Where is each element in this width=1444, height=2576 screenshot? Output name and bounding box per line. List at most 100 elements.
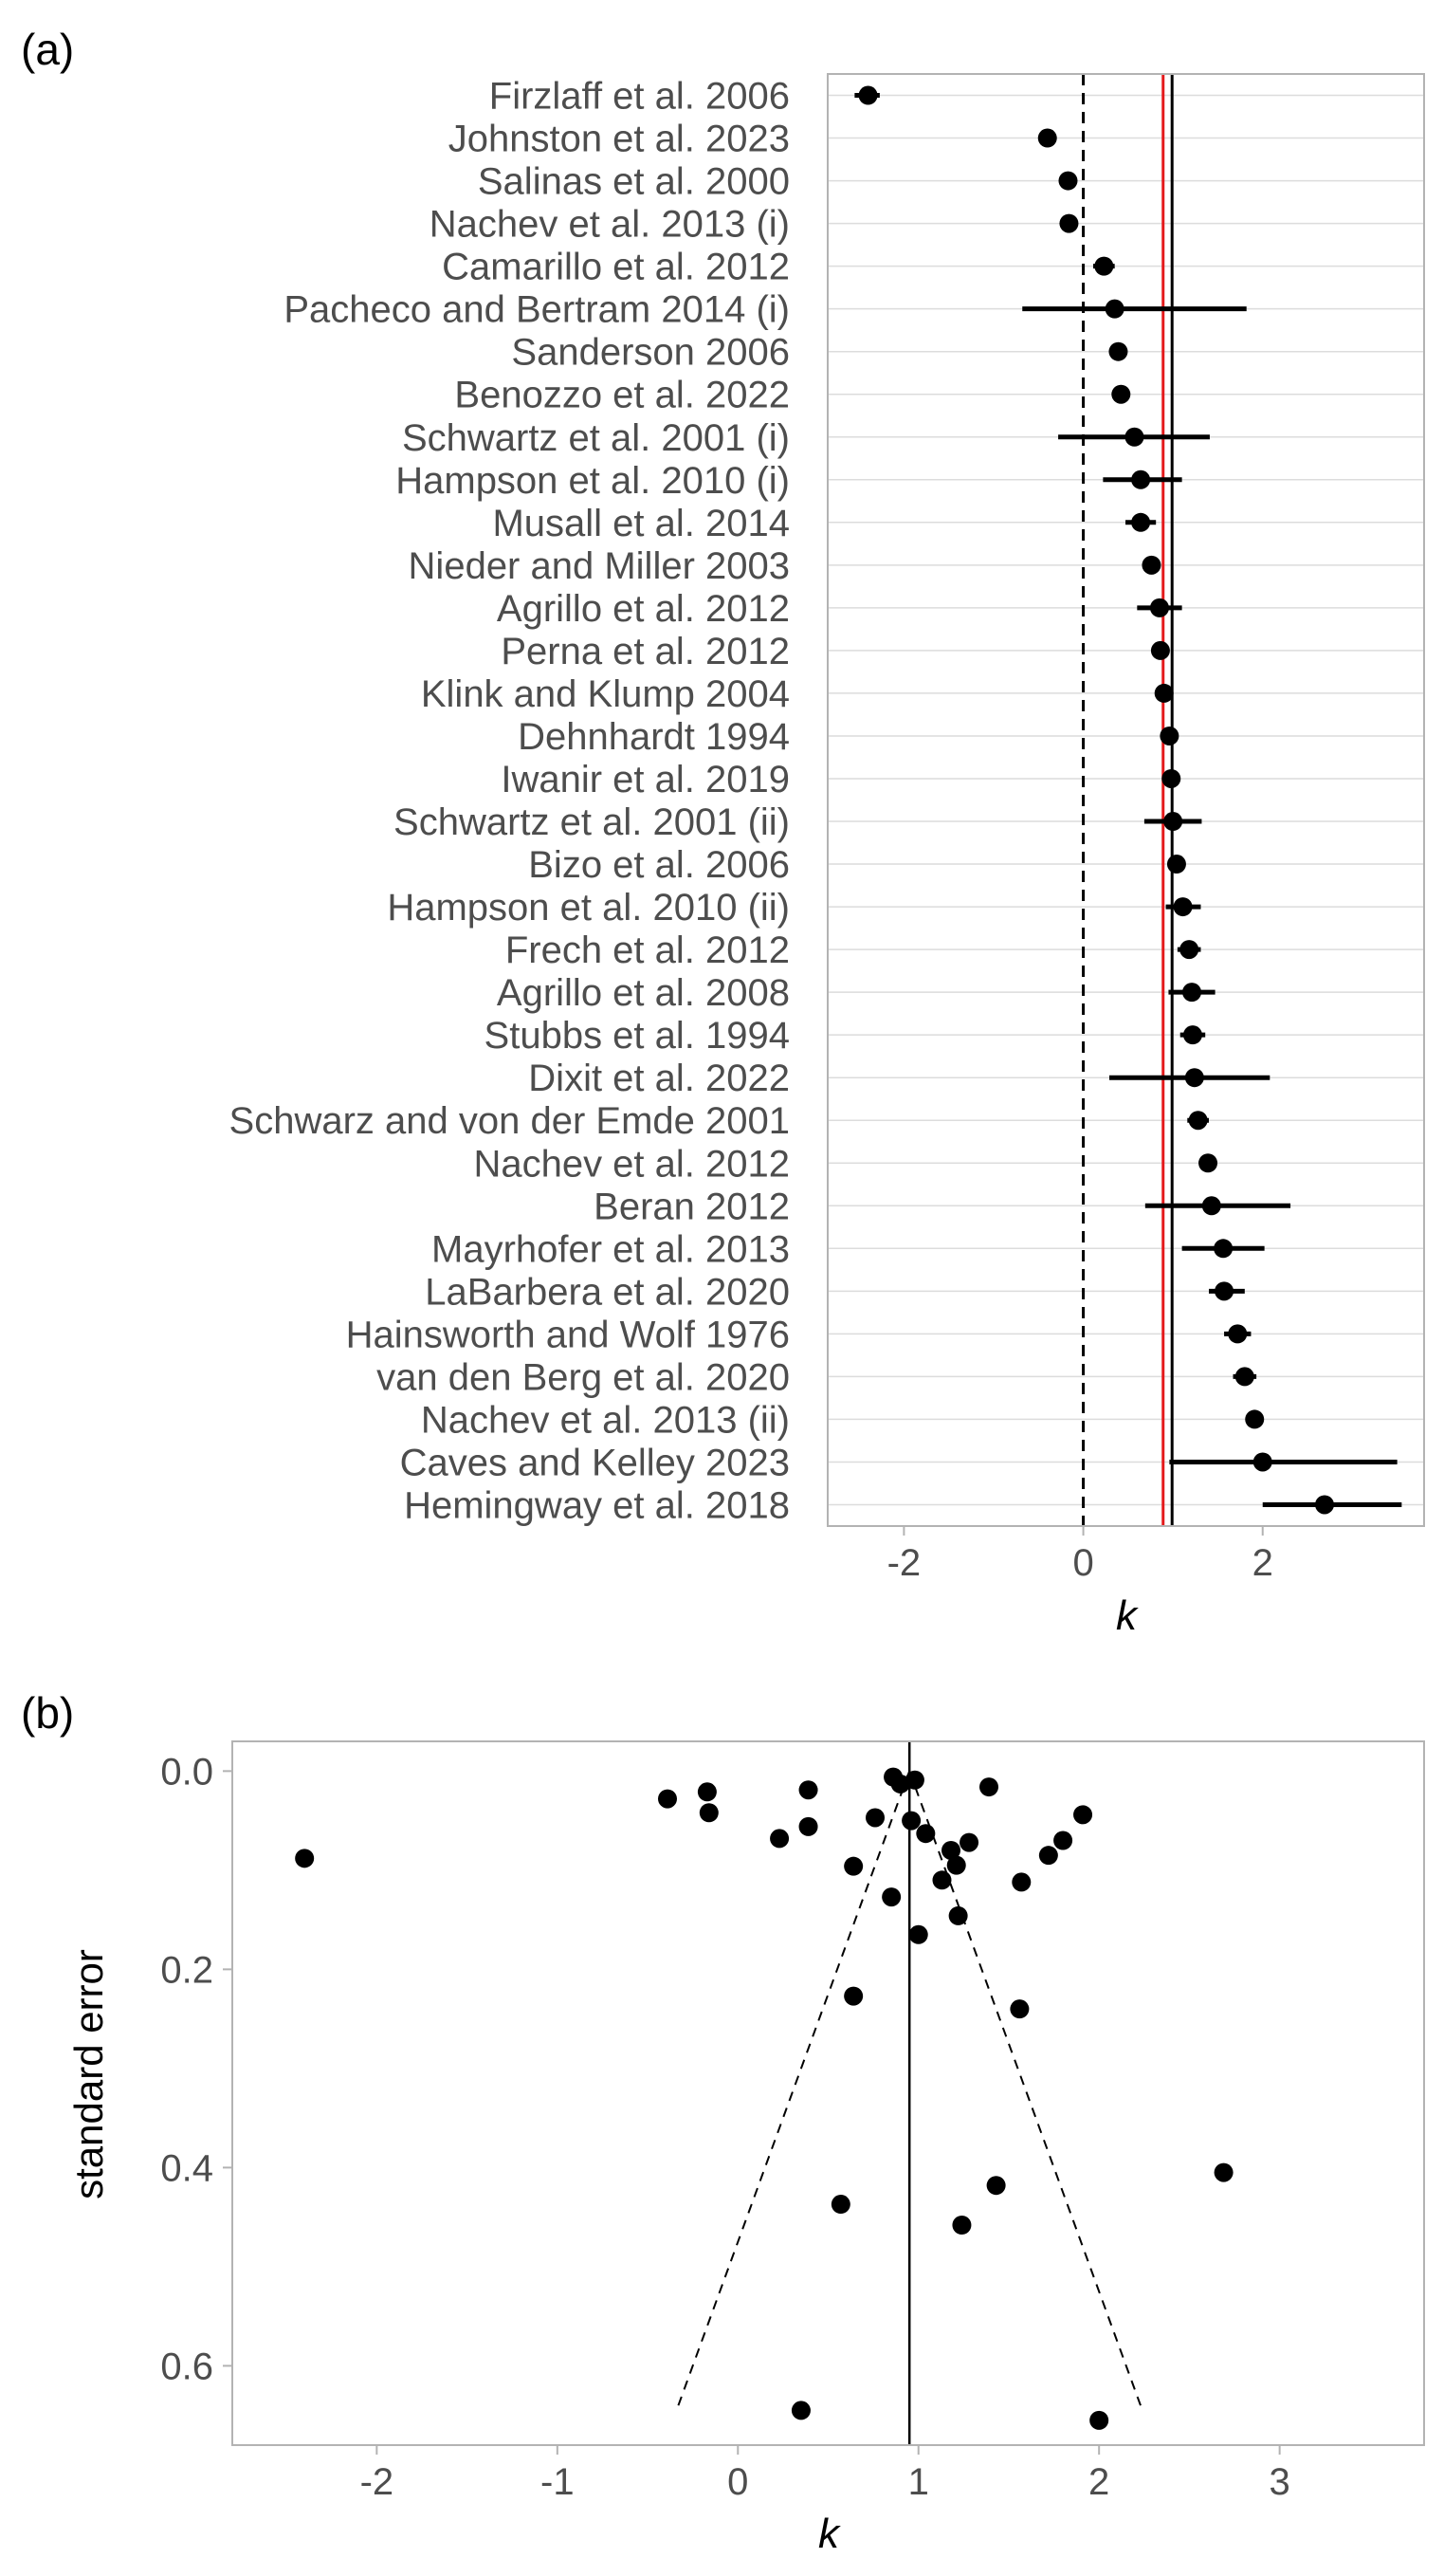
data-point	[1131, 512, 1151, 532]
data-point	[1131, 469, 1151, 489]
data-point	[1149, 598, 1169, 617]
study-label: Perna et al. 2012	[501, 631, 790, 672]
panel-a-frame	[827, 73, 1425, 1527]
study-label: Nieder and Miller 2003	[409, 545, 790, 587]
data-point	[1228, 1324, 1248, 1344]
study-label: Schwarz and von der Emde 2001	[229, 1100, 790, 1142]
x-tick-label: 1	[908, 2461, 929, 2503]
data-point	[770, 1829, 790, 1849]
study-label: Hampson et al. 2010 (i)	[395, 460, 790, 502]
y-tick-label: 0.2	[160, 1949, 213, 1991]
data-point	[1179, 940, 1199, 960]
study-label: Salinas et al. 2000	[478, 161, 790, 203]
data-point	[1073, 1805, 1093, 1825]
study-label: Dehnhardt 1994	[518, 716, 790, 758]
study-label: Hampson et al. 2010 (ii)	[387, 887, 790, 929]
study-label: Agrillo et al. 2012	[497, 588, 790, 630]
data-point	[1160, 726, 1179, 745]
data-point	[858, 85, 878, 105]
panel-b-x-ticks: -2 -1 0 1 2 3	[360, 2445, 1290, 2503]
study-label: Caves and Kelley 2023	[400, 1442, 790, 1483]
study-label: Hainsworth and Wolf 1976	[346, 1314, 790, 1355]
study-label: Iwanir et al. 2019	[501, 759, 790, 800]
data-point	[882, 1887, 902, 1907]
panel-b-y-ticks: 0.0 0.2 0.4 0.6	[160, 1751, 232, 2387]
study-label: Bizo et al. 2006	[528, 844, 790, 886]
data-point	[844, 1986, 864, 2006]
data-point	[932, 1870, 952, 1890]
data-point	[798, 1816, 818, 1836]
data-point	[1094, 256, 1114, 276]
data-point	[699, 1803, 719, 1823]
data-point	[1245, 1409, 1265, 1429]
x-tick-label: -2	[360, 2461, 394, 2503]
panel-b-funnel-plot: (b) 0.0 0.2 0.4 0.6 -2 -1 0 1 2 3 k standard err…	[21, 1688, 1425, 2557]
data-point	[1182, 1025, 1202, 1045]
data-point	[916, 1824, 936, 1844]
panel-b-y-axis-label: standard error	[66, 1949, 111, 2199]
data-point	[1215, 1281, 1234, 1301]
data-point	[1038, 1846, 1058, 1866]
panel-a-reference-lines	[1082, 74, 1174, 1526]
data-point	[1201, 1196, 1221, 1216]
study-label: Firzlaff et al. 2006	[489, 76, 790, 118]
study-label: Klink and Klump 2004	[421, 673, 790, 715]
data-point	[946, 1855, 966, 1875]
study-label: Camarillo et al. 2012	[442, 247, 790, 288]
data-point	[1163, 812, 1183, 832]
study-label: LaBarbera et al. 2020	[425, 1271, 790, 1313]
y-tick-label: 0.0	[160, 1751, 213, 1793]
x-tick-label: 2	[1252, 1542, 1273, 1584]
study-label: Agrillo et al. 2008	[497, 972, 790, 1014]
data-point	[1053, 1831, 1073, 1850]
data-point	[1188, 1111, 1208, 1131]
study-label: Johnston et al. 2023	[448, 119, 790, 160]
study-label: Nachev et al. 2012	[473, 1143, 790, 1185]
data-point	[1214, 2162, 1234, 2182]
data-point	[831, 2195, 850, 2215]
panel-b-frame	[231, 1740, 1425, 2446]
data-point	[1198, 1153, 1218, 1173]
study-label: Musall et al. 2014	[492, 503, 790, 544]
study-label: Stubbs et al. 1994	[484, 1015, 790, 1057]
data-point	[1124, 427, 1144, 447]
data-point	[791, 2401, 811, 2420]
data-point	[908, 1924, 928, 1944]
data-point	[1315, 1495, 1335, 1515]
data-point	[1012, 1872, 1032, 1892]
y-tick-label: 0.6	[160, 2346, 213, 2387]
data-point	[657, 1789, 677, 1809]
x-tick-label: 0	[727, 2461, 748, 2503]
data-point	[1173, 897, 1193, 917]
x-tick-label: 2	[1088, 2461, 1109, 2503]
panel-a-x-ticks: -2 0 2	[887, 1526, 1273, 1584]
data-point	[948, 1905, 968, 1925]
data-point	[866, 1808, 886, 1828]
study-label: Beran 2012	[594, 1186, 790, 1227]
data-point	[1214, 1239, 1234, 1259]
panel-a-x-axis-label: k	[1116, 1592, 1139, 1639]
data-point	[1059, 213, 1079, 233]
study-label: Benozzo et al. 2022	[454, 375, 790, 416]
data-point	[1037, 128, 1057, 148]
data-point	[1184, 1068, 1204, 1088]
study-label: Pacheco and Bertram 2014 (i)	[283, 289, 790, 331]
study-label: Hemingway et al. 2018	[404, 1484, 790, 1526]
data-point	[295, 1849, 315, 1868]
data-point	[986, 2176, 1006, 2196]
data-point	[1058, 171, 1078, 191]
panel-b-points	[295, 1767, 1234, 2430]
data-point	[960, 1832, 979, 1852]
data-point	[902, 1811, 922, 1831]
data-point	[979, 1777, 999, 1797]
study-label: Nachev et al. 2013 (ii)	[421, 1399, 790, 1441]
study-label: van den Berg et al. 2020	[376, 1356, 790, 1398]
data-point	[697, 1782, 717, 1802]
x-tick-label: -1	[540, 2461, 575, 2503]
data-point	[1111, 384, 1131, 404]
data-point	[890, 1774, 910, 1794]
panel-a-points	[858, 85, 1335, 1515]
panel-a-tag: (a)	[21, 25, 74, 74]
